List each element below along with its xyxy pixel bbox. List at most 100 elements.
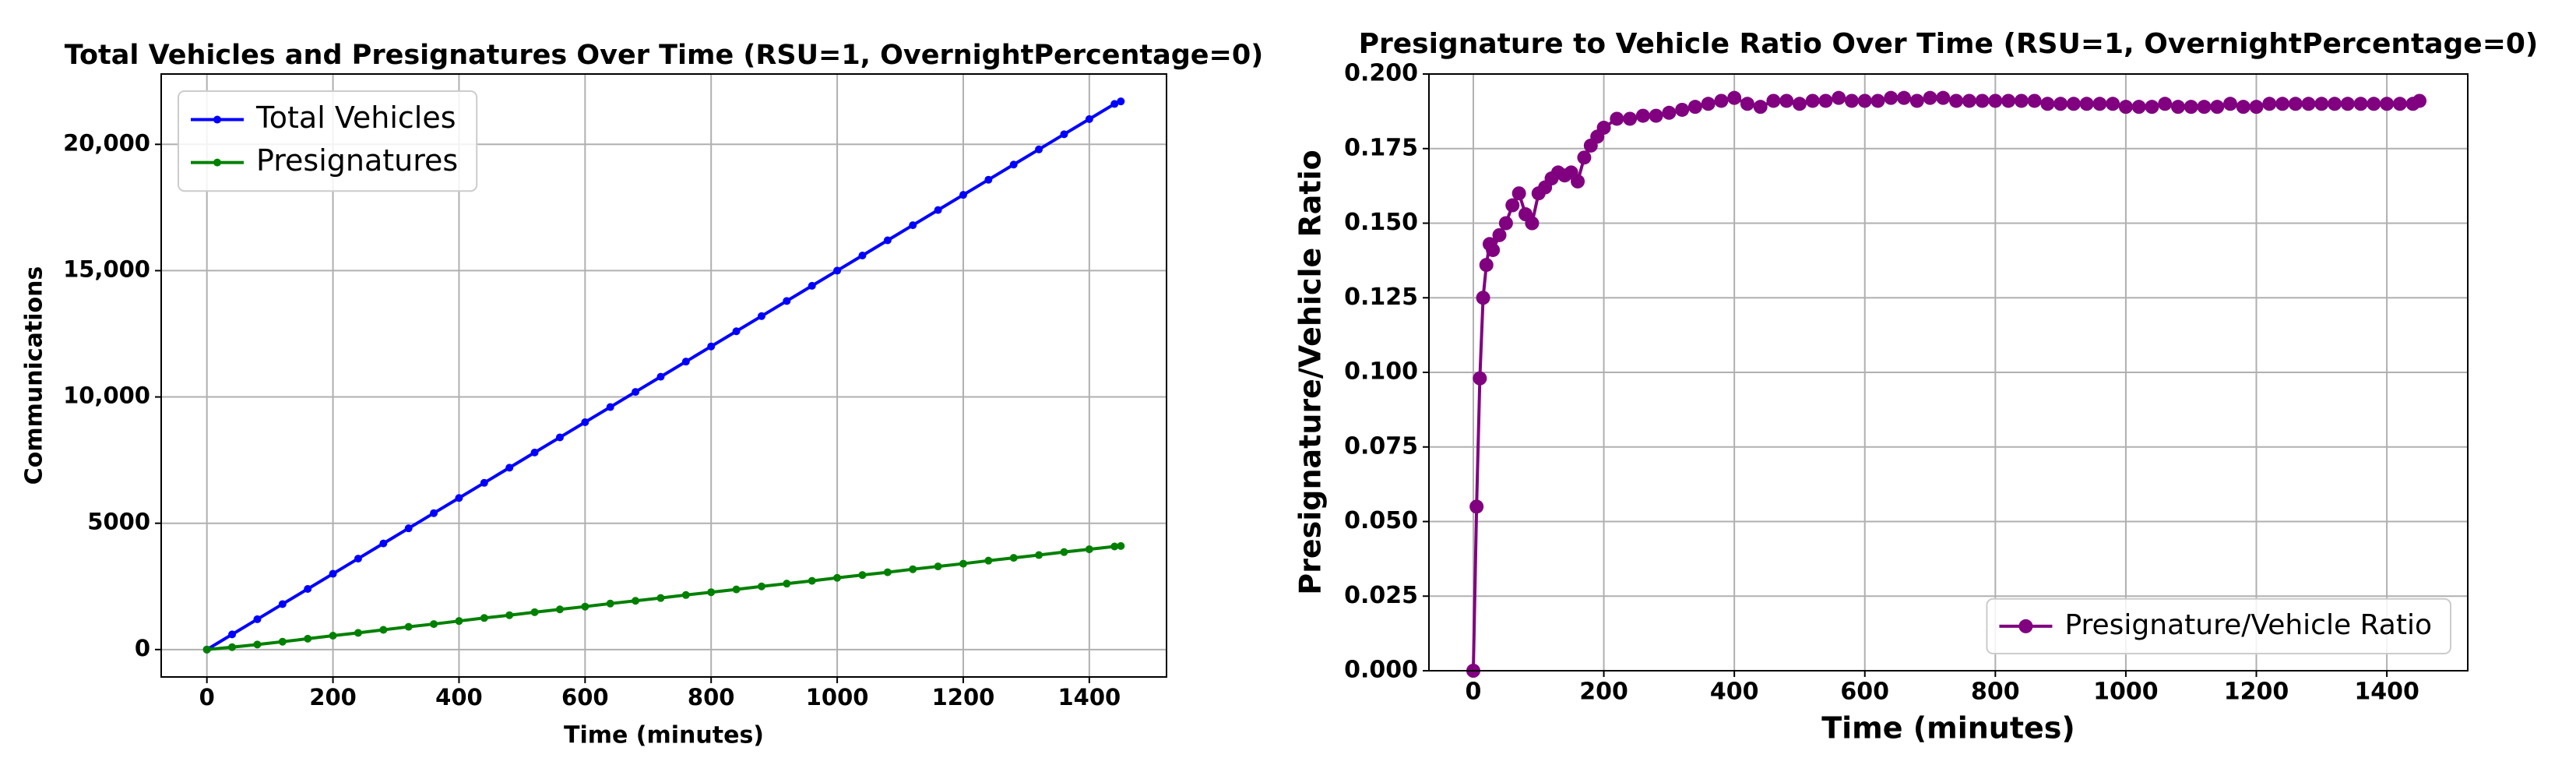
data-point bbox=[2014, 93, 2029, 108]
data-point bbox=[2262, 97, 2277, 111]
data-point bbox=[2027, 93, 2042, 108]
data-point bbox=[2040, 97, 2055, 111]
data-point bbox=[2412, 93, 2426, 108]
data-point bbox=[202, 645, 211, 654]
x-tick-label: 200 bbox=[1579, 679, 1628, 706]
data-point bbox=[858, 251, 867, 259]
data-point bbox=[1117, 97, 1125, 106]
y-tick-label: 0.175 bbox=[1344, 134, 1418, 161]
data-point bbox=[1727, 90, 1742, 105]
legend-marker bbox=[213, 115, 221, 124]
data-point bbox=[1492, 227, 1507, 242]
data-point bbox=[2301, 97, 2316, 111]
data-point bbox=[883, 568, 892, 576]
data-point bbox=[757, 312, 765, 320]
data-point bbox=[1766, 93, 1781, 108]
x-tick-label: 200 bbox=[309, 684, 357, 710]
data-point bbox=[909, 565, 917, 573]
data-point bbox=[606, 403, 614, 411]
data-point bbox=[934, 562, 942, 571]
legend: Presignature/Vehicle Ratio bbox=[1986, 598, 2451, 654]
data-point bbox=[1085, 115, 1093, 123]
data-point bbox=[2118, 100, 2133, 115]
data-point bbox=[1525, 216, 1540, 231]
data-point bbox=[430, 509, 438, 517]
data-point bbox=[606, 599, 614, 608]
data-point bbox=[1571, 174, 1585, 189]
data-point bbox=[1897, 90, 1912, 105]
data-point bbox=[959, 191, 967, 199]
data-point bbox=[783, 297, 791, 305]
x-tick-label: 800 bbox=[1971, 679, 2020, 706]
data-point bbox=[2380, 97, 2395, 111]
data-point bbox=[304, 634, 312, 643]
chart-title: Total Vehicles and Presignatures Over Ti… bbox=[65, 40, 1263, 71]
data-point bbox=[530, 608, 539, 616]
series-line bbox=[206, 544, 1121, 651]
data-point bbox=[656, 594, 665, 602]
data-point bbox=[656, 372, 665, 381]
data-point bbox=[555, 605, 564, 614]
data-point bbox=[1469, 499, 1484, 514]
data-point bbox=[404, 524, 413, 533]
chart-title: Presignature to Vehicle Ratio Over Time … bbox=[1359, 28, 2539, 60]
y-tick-label: 0 bbox=[135, 635, 150, 661]
data-point bbox=[1832, 90, 1846, 105]
y-axis-label: Presignature/Vehicle Ratio bbox=[1293, 150, 1328, 594]
x-tick-label: 400 bbox=[435, 684, 483, 710]
legend-label: Total Vehicles bbox=[255, 100, 456, 135]
legend-label: Presignature/Vehicle Ratio bbox=[2064, 609, 2432, 641]
data-point bbox=[354, 629, 362, 637]
data-point bbox=[581, 418, 589, 426]
data-point bbox=[2275, 97, 2290, 111]
data-point bbox=[1818, 93, 1833, 108]
data-point bbox=[1662, 105, 1677, 120]
data-point bbox=[1035, 145, 1043, 153]
data-point bbox=[1949, 93, 1964, 108]
y-tick-label: 0.025 bbox=[1344, 582, 1418, 609]
data-point bbox=[2222, 97, 2237, 111]
x-tick-label: 1200 bbox=[932, 684, 995, 710]
data-point bbox=[808, 576, 816, 585]
data-point bbox=[1988, 93, 2003, 108]
data-point bbox=[732, 585, 741, 594]
data-point bbox=[1884, 90, 1899, 105]
data-point bbox=[304, 584, 312, 593]
data-point bbox=[984, 556, 993, 565]
data-point bbox=[1486, 242, 1501, 257]
data-point bbox=[2053, 97, 2068, 111]
data-point bbox=[2001, 93, 2016, 108]
data-point bbox=[1511, 186, 1526, 201]
data-point bbox=[1110, 100, 1119, 108]
y-tick-label: 0.050 bbox=[1344, 507, 1418, 534]
y-tick-label: 5000 bbox=[87, 509, 150, 535]
data-point bbox=[1649, 108, 1663, 123]
data-point bbox=[329, 569, 337, 578]
plot-frame bbox=[160, 73, 1167, 678]
data-point bbox=[1577, 150, 1592, 165]
legend: Total Vehicles Presignatures bbox=[178, 90, 478, 192]
data-point bbox=[1596, 120, 1611, 135]
data-point bbox=[581, 602, 589, 611]
data-point bbox=[1687, 100, 1702, 115]
x-tick-label: 1000 bbox=[2093, 679, 2159, 706]
data-point bbox=[228, 643, 237, 651]
data-point bbox=[833, 266, 842, 275]
data-point bbox=[1714, 93, 1729, 108]
data-point bbox=[354, 555, 362, 563]
y-tick-label: 0.000 bbox=[1344, 657, 1418, 684]
data-point bbox=[707, 588, 716, 597]
data-point bbox=[1779, 93, 1794, 108]
data-point bbox=[2145, 100, 2159, 115]
data-point bbox=[1635, 108, 1650, 123]
data-point bbox=[858, 571, 867, 580]
data-point bbox=[1870, 93, 1885, 108]
data-point bbox=[278, 600, 287, 608]
x-tick-label: 1000 bbox=[806, 684, 869, 710]
data-point bbox=[2092, 97, 2107, 111]
data-point bbox=[1962, 93, 1976, 108]
data-point bbox=[732, 327, 741, 336]
y-tick-label: 0.150 bbox=[1344, 209, 1418, 236]
